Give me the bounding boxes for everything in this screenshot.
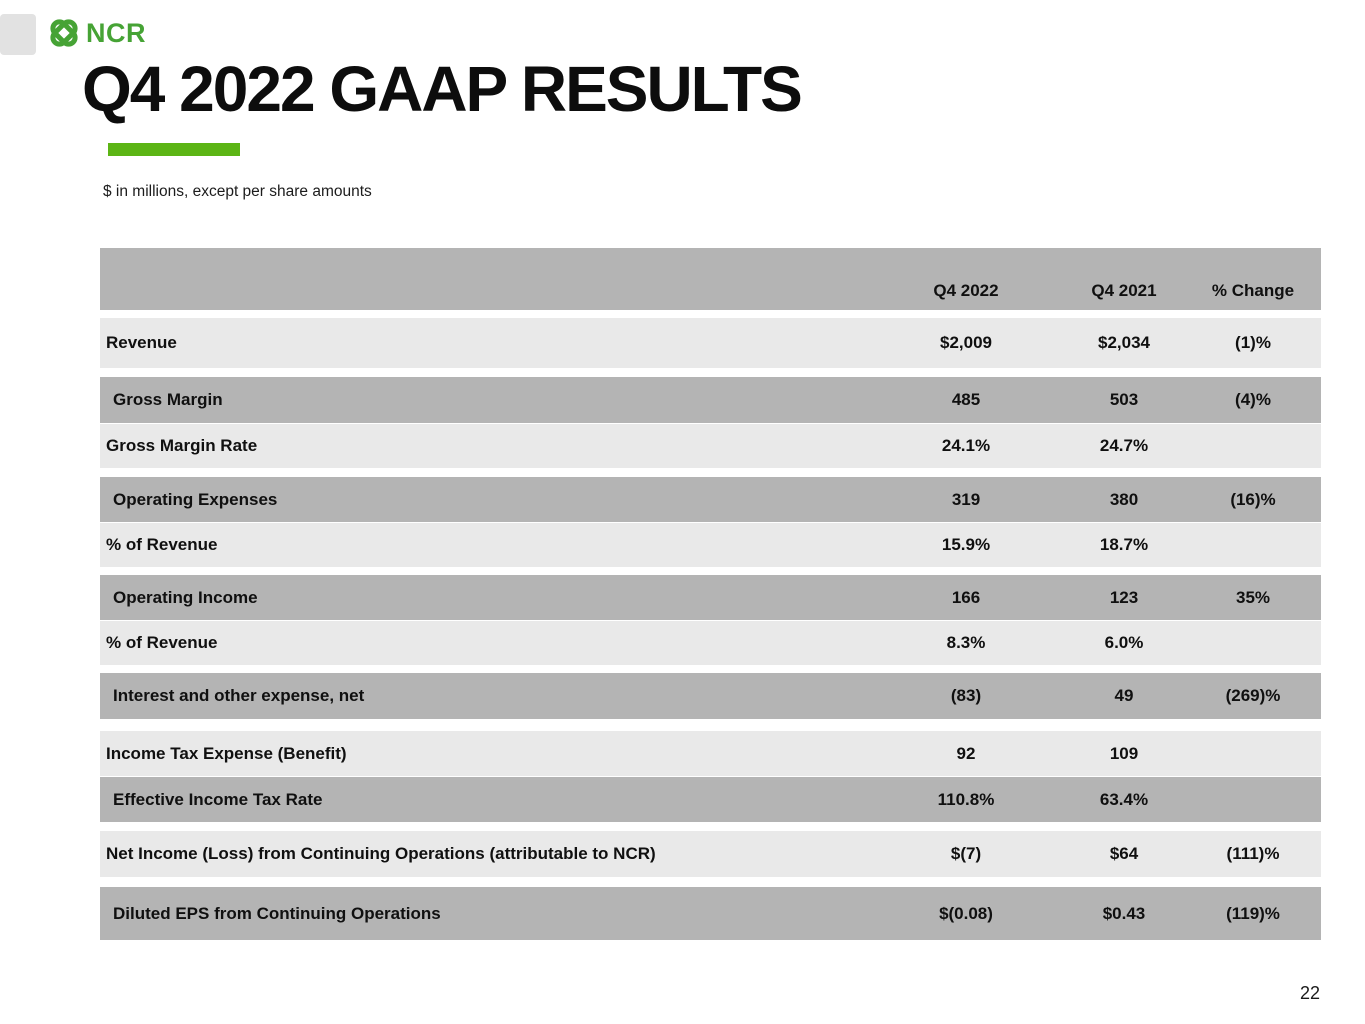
value-q4-2021: 123 <box>1109 587 1139 607</box>
header-q4-2022: Q4 2022 <box>933 281 999 300</box>
value-pct-change: (4)% <box>1235 390 1271 409</box>
table-row-operating-income: Operating Income 166 123 35% <box>100 575 1321 620</box>
row-label: Operating Income <box>113 587 258 607</box>
value-q4-2021: 503 <box>1109 390 1139 409</box>
value-q4-2022: $(0.08) <box>939 903 993 923</box>
value-q4-2022: 15.9% <box>941 535 991 554</box>
corner-decoration <box>0 14 36 55</box>
row-label: Operating Expenses <box>113 489 278 509</box>
value-q4-2021: $0.43 <box>1102 903 1146 923</box>
value-pct-change: (269)% <box>1225 686 1281 705</box>
value-pct-change: (119)% <box>1226 903 1280 923</box>
table-row-pct-of-revenue-opinc: % of Revenue 8.3% 6.0% <box>100 621 1321 665</box>
table-row-effective-tax-rate: Effective Income Tax Rate 110.8% 63.4% <box>100 777 1321 822</box>
row-label: Gross Margin <box>113 390 223 409</box>
row-label: Interest and other expense, net <box>113 686 365 705</box>
page-title: Q4 2022 GAAP RESULTS <box>82 53 803 125</box>
value-q4-2022: 485 <box>951 390 981 409</box>
accent-bar <box>108 143 240 156</box>
row-label: Effective Income Tax Rate <box>113 789 323 809</box>
row-label: Net Income (Loss) from Continuing Operat… <box>106 844 656 863</box>
value-q4-2021: 49 <box>1114 686 1134 705</box>
value-q4-2022: 319 <box>951 489 981 509</box>
value-q4-2021: 109 <box>1109 743 1139 763</box>
table-row-gross-margin: Gross Margin 485 503 (4)% <box>100 377 1321 423</box>
value-pct-change: 35% <box>1235 587 1271 607</box>
row-label: Diluted EPS from Continuing Operations <box>113 903 441 923</box>
row-label: Revenue <box>106 333 177 352</box>
value-q4-2022: $(7) <box>950 844 982 863</box>
row-label: % of Revenue <box>106 633 218 652</box>
ncr-interlocked-rings-icon <box>50 19 78 47</box>
table-row-interest-expense: Interest and other expense, net (83) 49 … <box>100 673 1321 719</box>
value-q4-2021: $64 <box>1109 844 1139 863</box>
table-row-operating-expenses: Operating Expenses 319 380 (16)% <box>100 477 1321 522</box>
value-q4-2021: 18.7% <box>1099 535 1149 554</box>
value-pct-change: (16)% <box>1230 489 1276 509</box>
table-row-net-income: Net Income (Loss) from Continuing Operat… <box>100 831 1321 877</box>
table-row-pct-of-revenue-opex: % of Revenue 15.9% 18.7% <box>100 523 1321 567</box>
value-q4-2022: $2,009 <box>940 333 992 352</box>
header-pct-change: % Change <box>1211 281 1295 300</box>
value-q4-2022: 166 <box>951 587 981 607</box>
subtitle: $ in millions, except per share amounts <box>103 183 372 200</box>
table-row-revenue: Revenue $2,009 $2,034 (1)% <box>100 318 1321 368</box>
value-q4-2022: 8.3% <box>946 633 986 652</box>
value-q4-2021: $2,034 <box>1098 333 1150 352</box>
header-q4-2021: Q4 2021 <box>1091 281 1157 300</box>
ncr-logo-text: NCR <box>86 17 146 48</box>
value-q4-2022: (83) <box>950 686 982 705</box>
value-pct-change: (1)% <box>1235 333 1271 352</box>
value-q4-2021: 380 <box>1109 489 1139 509</box>
value-q4-2021: 63.4% <box>1099 789 1149 809</box>
value-q4-2022: 92 <box>956 743 976 763</box>
financial-results-table: Q4 2022 Q4 2021 % Change Revenue $2,009 … <box>100 248 1321 940</box>
row-label: % of Revenue <box>106 535 218 554</box>
value-q4-2022: 24.1% <box>941 436 991 455</box>
value-pct-change: (111)% <box>1226 844 1280 863</box>
value-q4-2021: 6.0% <box>1104 633 1144 652</box>
value-q4-2022: 110.8% <box>937 789 995 809</box>
table-row-gross-margin-rate: Gross Margin Rate 24.1% 24.7% <box>100 424 1321 468</box>
table-header-row: Q4 2022 Q4 2021 % Change <box>100 248 1321 310</box>
table-row-income-tax-expense: Income Tax Expense (Benefit) 92 109 <box>100 731 1321 776</box>
table-row-diluted-eps: Diluted EPS from Continuing Operations $… <box>100 887 1321 940</box>
value-q4-2021: 24.7% <box>1099 436 1149 455</box>
row-label: Income Tax Expense (Benefit) <box>106 743 347 763</box>
ncr-logo: NCR <box>44 13 146 53</box>
row-label: Gross Margin Rate <box>106 436 258 455</box>
page-number: 22 <box>1300 983 1321 1003</box>
